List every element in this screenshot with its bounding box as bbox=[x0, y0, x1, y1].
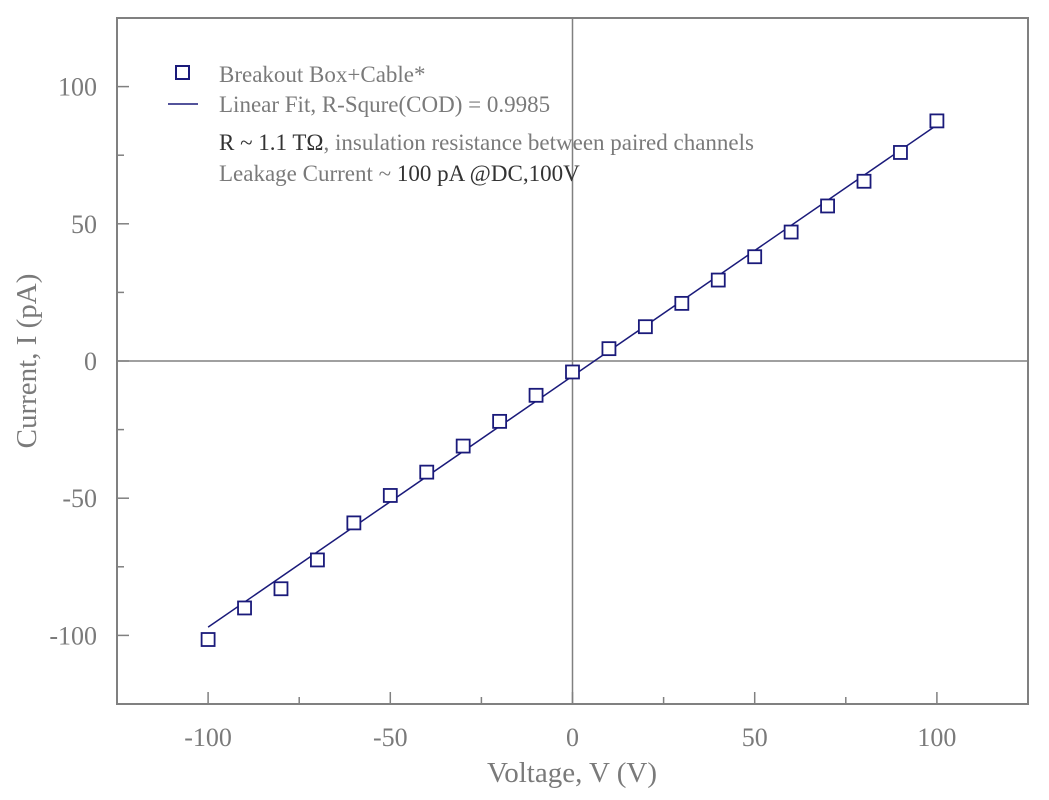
data-point bbox=[747, 249, 763, 265]
data-point bbox=[273, 581, 289, 597]
y-tick-label: 100 bbox=[58, 73, 97, 102]
zero-lines bbox=[117, 18, 1028, 704]
data-point bbox=[382, 488, 398, 503]
tick-labels: -100 -50 0 50 100 -100 -50 0 50 100 bbox=[49, 73, 956, 752]
annotation-resistance: R ~ 1.1 TΩ, insulation resistance betwee… bbox=[219, 130, 754, 155]
x-tick-label: 100 bbox=[917, 723, 956, 752]
annotation-leakage-label: Leakage Current ~ bbox=[219, 161, 397, 186]
y-tick-label: 0 bbox=[84, 347, 97, 376]
y-axis-title: Current, I (pA) bbox=[11, 274, 43, 449]
x-tick-label: -100 bbox=[184, 723, 232, 752]
legend-label-data: Breakout Box+Cable* bbox=[219, 62, 426, 87]
x-axis-title: Voltage, V (V) bbox=[487, 757, 657, 789]
legend-marker-square bbox=[175, 65, 190, 80]
data-point bbox=[310, 552, 325, 568]
data-point bbox=[856, 173, 872, 189]
data-point bbox=[200, 632, 216, 647]
data-point bbox=[455, 438, 471, 454]
data-point bbox=[237, 600, 252, 616]
data-point bbox=[783, 224, 799, 240]
data-point bbox=[601, 341, 617, 357]
data-point bbox=[346, 515, 362, 531]
data-points bbox=[200, 113, 945, 647]
data-point bbox=[492, 413, 508, 429]
data-point bbox=[674, 295, 690, 311]
data-point bbox=[637, 319, 653, 335]
data-point bbox=[565, 364, 580, 380]
annotation-leakage-value: 100 pA @DC,100V bbox=[397, 161, 580, 186]
annotation-resistance-value: R ~ 1.1 TΩ bbox=[219, 130, 324, 155]
y-tick-label: -100 bbox=[49, 621, 97, 650]
x-tick-label: 50 bbox=[742, 723, 768, 752]
annotation-leakage: Leakage Current ~ 100 pA @DC,100V bbox=[219, 161, 580, 186]
annotation-resistance-desc: , insulation resistance between paired c… bbox=[324, 130, 755, 155]
y-tick-label: -50 bbox=[62, 484, 97, 513]
x-tick-label: -50 bbox=[373, 723, 408, 752]
y-tick-label: 50 bbox=[71, 210, 97, 239]
data-point bbox=[929, 113, 945, 129]
data-point bbox=[710, 272, 726, 288]
data-point bbox=[419, 464, 435, 480]
axis-ticks bbox=[116, 17, 1029, 705]
legend-label-fit: Linear Fit, R-Squre(COD) = 0.9985 bbox=[219, 92, 550, 117]
data-point bbox=[893, 145, 908, 160]
x-tick-label: 0 bbox=[566, 723, 579, 752]
legend: Breakout Box+Cable* Linear Fit, R-Squre(… bbox=[168, 62, 754, 186]
data-point bbox=[820, 198, 835, 214]
data-point bbox=[528, 387, 544, 403]
